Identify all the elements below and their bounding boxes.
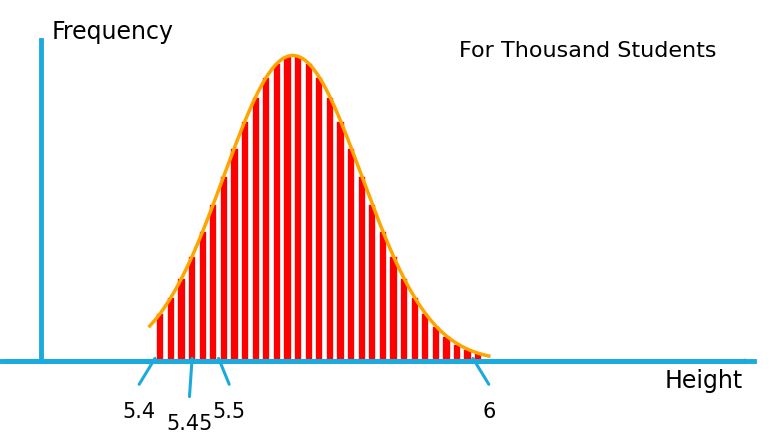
Bar: [177, 279, 186, 361]
Bar: [231, 148, 239, 361]
Text: Height: Height: [665, 368, 743, 392]
Bar: [336, 121, 345, 361]
Bar: [421, 314, 429, 361]
Bar: [432, 326, 440, 361]
Bar: [368, 205, 376, 361]
Bar: [199, 232, 207, 361]
Bar: [167, 298, 175, 361]
Bar: [463, 350, 472, 361]
Text: 5.45: 5.45: [167, 413, 213, 433]
Bar: [262, 78, 271, 361]
Bar: [273, 64, 281, 361]
Bar: [220, 177, 228, 361]
Bar: [358, 177, 365, 361]
Bar: [157, 314, 164, 361]
Bar: [241, 121, 249, 361]
Bar: [379, 232, 387, 361]
Bar: [474, 353, 483, 361]
Bar: [410, 298, 419, 361]
Bar: [305, 64, 313, 361]
Text: 6: 6: [482, 401, 496, 421]
Bar: [453, 344, 461, 361]
Bar: [251, 98, 260, 361]
Bar: [389, 257, 398, 361]
Bar: [347, 148, 355, 361]
Text: 5.4: 5.4: [123, 401, 156, 421]
Bar: [188, 257, 197, 361]
Bar: [284, 57, 291, 361]
Bar: [294, 57, 302, 361]
Bar: [315, 78, 323, 361]
Bar: [443, 336, 450, 361]
Bar: [400, 279, 408, 361]
Text: 5.5: 5.5: [213, 401, 246, 421]
Bar: [209, 205, 217, 361]
Bar: [325, 98, 334, 361]
Text: For Thousand Students: For Thousand Students: [459, 41, 716, 61]
Text: Frequency: Frequency: [52, 20, 173, 44]
